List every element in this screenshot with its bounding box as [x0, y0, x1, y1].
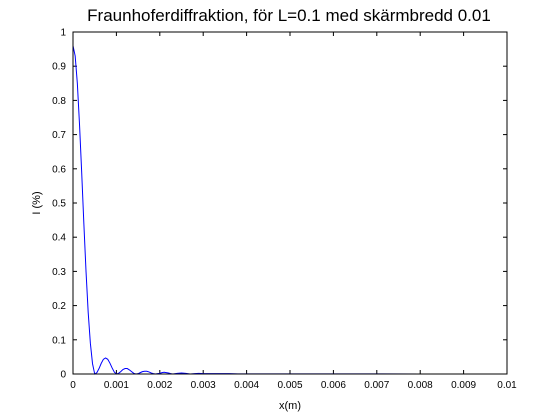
x-axis-label: x(m) [279, 400, 301, 412]
x-tick-label: 0.002 [147, 380, 172, 391]
x-tick-label: 0.003 [191, 380, 216, 391]
y-tick-label: 0.6 [52, 164, 66, 175]
plot-area [73, 32, 507, 374]
x-tick-label: 0.01 [497, 380, 517, 391]
x-tick-label: 0.005 [277, 380, 302, 391]
x-tick-label: 0.007 [364, 380, 389, 391]
x-tick-label: 0.006 [321, 380, 346, 391]
y-tick-label: 0.2 [52, 301, 66, 312]
y-axis-label: I (%) [31, 191, 43, 214]
chart-title: Fraunhoferdiffraktion, för L=0.1 med skä… [87, 6, 491, 25]
y-tick-label: 0.8 [52, 96, 66, 107]
y-tick-label: 0.7 [52, 130, 66, 141]
axes-frame [72, 31, 508, 375]
y-tick-label: 1 [60, 28, 66, 39]
x-tick-label: 0.009 [451, 380, 476, 391]
y-tick-label: 0 [60, 370, 66, 381]
axis-ticks: 0 0.001 0.002 0.003 0.004 0.005 0.006 0.007 0.00… [52, 28, 517, 392]
x-tick-label: 0 [70, 380, 76, 391]
y-tick-label: 0.3 [52, 267, 66, 278]
y-tick-label: 0.1 [52, 335, 66, 346]
x-tick-label: 0.008 [408, 380, 433, 391]
y-tick-label: 0.4 [52, 233, 66, 244]
x-tick-label: 0.004 [234, 380, 259, 391]
y-tick-label: 0.5 [52, 199, 66, 210]
y-tick-label: 0.9 [52, 62, 66, 73]
x-tick-label: 0.001 [104, 380, 129, 391]
